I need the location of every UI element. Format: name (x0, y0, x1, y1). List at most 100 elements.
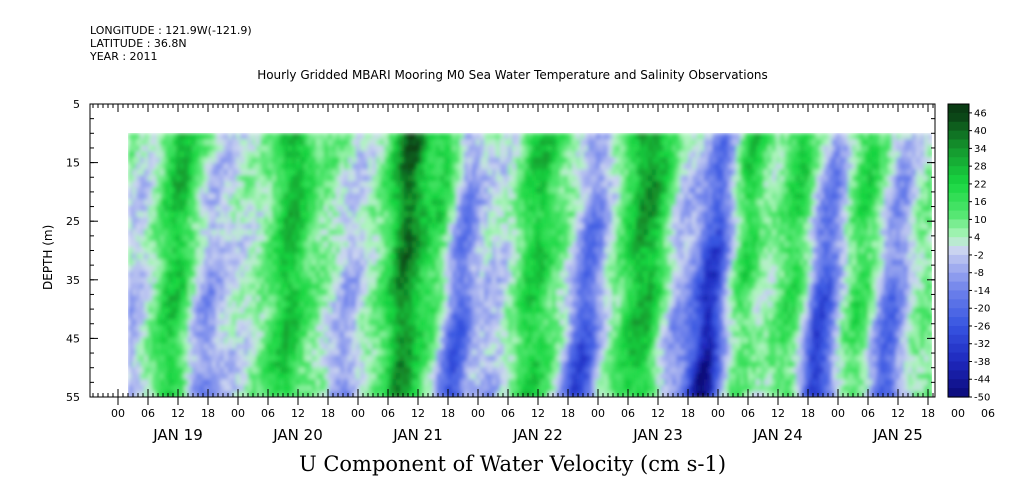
colorbar-cell (948, 272, 969, 283)
x-hour-label: 18 (201, 407, 215, 420)
colorbar-cell (948, 334, 969, 345)
y-tick-label: 45 (66, 332, 80, 345)
colorbar-cell (948, 237, 969, 247)
x-hour-label: 18 (441, 407, 455, 420)
colorbar-label: -2 (974, 250, 984, 261)
x-hour-label: 18 (801, 407, 815, 420)
colorbar-cell (948, 263, 969, 274)
colorbar-cell (948, 166, 969, 176)
x-hour-label: 18 (681, 407, 695, 420)
colorbar-cell (948, 317, 969, 327)
colorbar-cell (948, 370, 969, 380)
colorbar-label: 4 (974, 233, 980, 244)
y-tick-label: 35 (66, 274, 80, 287)
x-day-label: JAN 22 (512, 426, 563, 444)
colorbar-cell (948, 281, 969, 292)
longitude-label: LONGITUDE : 121.9W(-121.9) (90, 24, 252, 37)
x-hour-label: 12 (891, 407, 905, 420)
x-hour-label: 00 (471, 407, 485, 420)
colorbar-label: 22 (974, 179, 987, 190)
x-hour-label: 06 (141, 407, 155, 420)
colorbar-label: 46 (974, 108, 987, 119)
x-hour-label: 00 (591, 407, 605, 420)
colorbar-cell (948, 148, 969, 158)
y-tick-label: 25 (66, 215, 80, 228)
x-hour-label: 00 (711, 407, 725, 420)
x-day-label: JAN 20 (272, 426, 323, 444)
colorbar-cell (948, 308, 969, 318)
x-day-label: JAN 21 (392, 426, 443, 444)
x-day-label: JAN 24 (752, 426, 803, 444)
colorbar-cell (948, 325, 969, 336)
x-hour-label: 18 (561, 407, 575, 420)
colorbar-label: -14 (974, 286, 990, 297)
x-hour-label: 18 (321, 407, 335, 420)
colorbar-cell (948, 361, 969, 371)
colorbar: 46 40 34 28 22 16 10 4 -2 -8 -14 -20 -26 -32 -38 -44 -50 (947, 103, 990, 404)
colorbar-cell (948, 139, 969, 149)
x-hour-label: 06 (261, 407, 275, 420)
colorbar-label: 10 (974, 215, 987, 226)
x-hour-label: 06 (981, 407, 995, 420)
colorbar-cell (948, 343, 969, 354)
x-hour-label: 12 (291, 407, 305, 420)
latitude-label: LATITUDE : 36.8N (90, 37, 187, 50)
colorbar-cell (948, 352, 969, 363)
variable-title: U Component of Water Velocity (cm s-1) (298, 452, 727, 476)
x-hour-label: 18 (921, 407, 935, 420)
x-day-label: JAN 25 (872, 426, 923, 444)
x-hour-label: 12 (171, 407, 185, 420)
x-hour-label: 00 (231, 407, 245, 420)
x-hour-label: 06 (741, 407, 755, 420)
x-hour-label: 00 (111, 407, 125, 420)
y-axis-label: DEPTH (m) (41, 225, 55, 290)
metadata-block: LONGITUDE : 121.9W(-121.9) LATITUDE : 36… (90, 24, 252, 63)
colorbar-cell (948, 388, 969, 398)
colorbar-cell (948, 228, 969, 238)
x-hour-label: 00 (351, 407, 365, 420)
colorbar-cell (948, 379, 969, 389)
chart-title: Hourly Gridded MBARI Mooring M0 Sea Wate… (257, 68, 768, 82)
colorbar-label: 34 (974, 144, 987, 155)
colorbar-label: 40 (974, 126, 987, 137)
colorbar-cell (948, 112, 969, 123)
y-tick-label: 55 (66, 391, 80, 404)
x-day-label: JAN 19 (152, 426, 203, 444)
x-hour-label: 00 (951, 407, 965, 420)
heatmap-field (128, 133, 932, 397)
colorbar-label: -20 (974, 304, 990, 315)
y-tick-label: 15 (66, 157, 80, 170)
x-hour-label: 06 (501, 407, 515, 420)
colorbar-label: -44 (974, 375, 990, 386)
colorbar-cell (948, 201, 969, 212)
colorbar-cell (948, 210, 969, 221)
x-hour-label: 12 (411, 407, 425, 420)
colorbar-cell (948, 254, 969, 265)
colorbar-label: 16 (974, 197, 987, 208)
colorbar-cell (948, 299, 969, 309)
axes: 5 15 25 35 45 55 00 06 12 18 00 06 12 18 00 06 12 18 00 06 1… (66, 98, 995, 444)
x-hour-label: 06 (861, 407, 875, 420)
x-hour-label: 06 (381, 407, 395, 420)
colorbar-label: -50 (974, 393, 990, 404)
colorbar-cell (948, 219, 969, 229)
colorbar-label: -32 (974, 339, 990, 350)
x-hour-label: 00 (831, 407, 845, 420)
colorbar-cell (948, 121, 969, 132)
colorbar-cell (948, 246, 969, 256)
x-hour-label: 06 (621, 407, 635, 420)
colorbar-cell (948, 192, 969, 203)
y-tick-label: 5 (73, 98, 80, 111)
colorbar-cell (948, 175, 969, 185)
colorbar-label: -38 (974, 357, 990, 368)
colorbar-cell (948, 290, 969, 300)
colorbar-label: -26 (974, 321, 990, 332)
x-day-label: JAN 23 (632, 426, 683, 444)
colorbar-label: 28 (974, 162, 987, 173)
colorbar-cell (948, 157, 969, 167)
x-hour-label: 12 (771, 407, 785, 420)
colorbar-cell (948, 183, 969, 194)
colorbar-cell (948, 104, 969, 114)
colorbar-label: -8 (974, 268, 984, 279)
